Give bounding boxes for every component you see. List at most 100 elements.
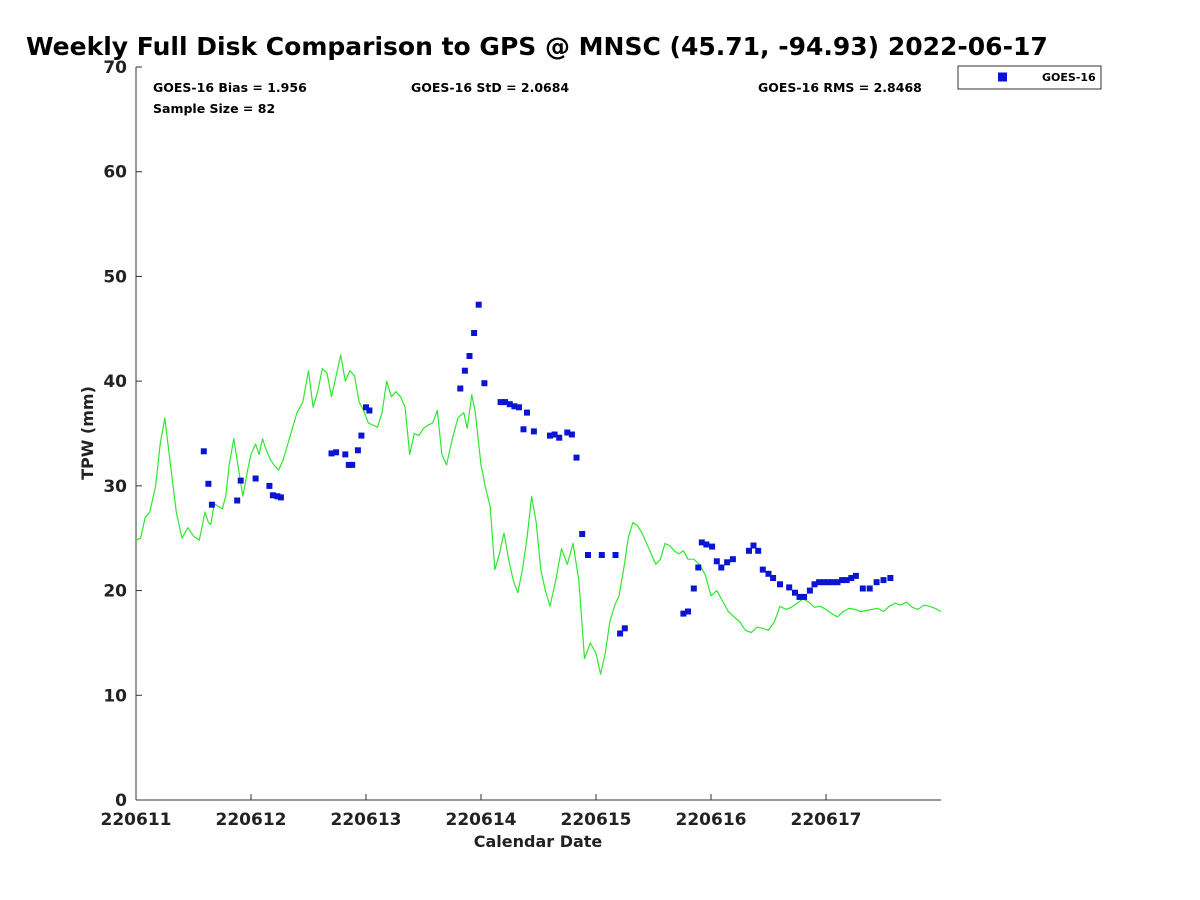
goes-16-point (366, 407, 373, 414)
y-tick-label: 20 (103, 582, 127, 602)
goes-16-point (269, 492, 276, 499)
plot-frame (136, 67, 941, 800)
goes-16-point (770, 575, 777, 581)
goes-16-point (461, 367, 468, 374)
goes-16-point (551, 431, 558, 438)
goes-16-point (834, 579, 841, 586)
goes-16-point (598, 552, 605, 558)
x-axis-ticks: 220611 220612 220613 220614 220615 220616 2206… (101, 794, 862, 830)
goes-16-point (516, 404, 522, 411)
goes-16-point (511, 403, 518, 410)
x-tick-label: 220616 (676, 810, 747, 830)
goes-16-point (685, 608, 691, 615)
goes-16-point (718, 564, 725, 571)
goes-16-point (703, 541, 710, 548)
goes-16-point (349, 461, 356, 468)
goes-16-point (471, 330, 478, 336)
x-tick-label: 220614 (446, 810, 517, 830)
goes-16-point (457, 385, 464, 392)
goes-16-point (612, 552, 619, 558)
goes-16-point (585, 552, 591, 558)
goes-16-point (573, 454, 580, 461)
x-tick-label: 220611 (101, 810, 172, 830)
goes-16-point (839, 577, 846, 584)
goes-16-point (792, 589, 798, 596)
goes-16-point (481, 380, 488, 387)
y-tick-label: 70 (103, 58, 127, 78)
goes-16-point (274, 493, 281, 500)
goes-16-point (252, 475, 259, 482)
goes-16-point (746, 547, 752, 554)
y-axis-label: TPW (mm) (78, 386, 97, 480)
goes-16-point (502, 399, 509, 406)
goes-16-series (200, 301, 894, 637)
goes-16-point (524, 409, 530, 416)
legend: GOES-16 (957, 65, 1102, 90)
goes-16-point (277, 494, 284, 501)
goes-16-point (820, 579, 827, 586)
goes-16-point (358, 432, 365, 439)
y-tick-label: 60 (103, 163, 127, 183)
goes-16-point (880, 577, 887, 584)
legend-marker-goes-16 (998, 72, 1007, 82)
goes-16-point (205, 480, 212, 487)
y-axis-ticks: 0 10 20 30 40 50 60 70 (103, 58, 142, 811)
goes-16-point (759, 566, 766, 573)
goes-16-point (680, 610, 687, 617)
goes-16-point (843, 577, 850, 584)
goes-16-point (695, 564, 702, 571)
goes-16-point (237, 477, 244, 484)
goes-16-point (873, 579, 880, 586)
legend-label-goes-16: GOES-16 (1042, 71, 1096, 84)
y-tick-label: 0 (115, 791, 127, 811)
goes-16-point (724, 559, 731, 566)
goes-16-point (698, 539, 705, 546)
goes-16-point (530, 428, 537, 435)
goes-16-point (806, 587, 813, 594)
goes-16-point (556, 434, 563, 441)
goes-16-point (617, 630, 624, 637)
goes-16-point (328, 450, 335, 457)
goes-16-point (234, 497, 241, 504)
gps-series-line (135, 354, 942, 675)
y-tick-label: 50 (103, 267, 127, 287)
goes-16-point (713, 558, 720, 565)
goes-16-point (829, 579, 836, 586)
y-tick-label: 30 (103, 477, 127, 497)
goes-16-point (333, 449, 340, 456)
x-tick-label: 220613 (331, 810, 402, 830)
goes-16-point (579, 531, 586, 537)
goes-16-point (363, 404, 369, 411)
goes-16-point (520, 426, 527, 433)
y-tick-label: 10 (103, 686, 127, 706)
goes-16-point (475, 301, 482, 308)
legend-box (957, 65, 1102, 90)
goes-16-point (497, 399, 504, 406)
bias-stat: GOES-16 Bias = 1.956 (153, 80, 307, 95)
goes-16-point (208, 501, 215, 508)
goes-16-point (709, 543, 716, 550)
goes-16-point (796, 593, 803, 600)
x-tick-label: 220617 (791, 810, 862, 830)
goes-16-point (506, 401, 513, 408)
goes-16-point (750, 542, 757, 549)
goes-16-point (466, 353, 473, 359)
goes-16-point (547, 432, 553, 439)
gps-series (135, 354, 942, 675)
goes-16-point (825, 579, 832, 586)
goes-16-point (866, 585, 873, 592)
goes-16-point (342, 451, 349, 458)
std-stat: GOES-16 StD = 2.0684 (411, 80, 569, 95)
rms-stat: GOES-16 RMS = 2.8468 (758, 80, 922, 95)
goes-16-point (848, 575, 855, 581)
goes-16-point (852, 572, 859, 579)
goes-16-point (354, 447, 361, 454)
goes-16-point (887, 575, 894, 581)
goes-16-point (755, 547, 762, 554)
goes-16-point (729, 556, 736, 563)
goes-16-point (266, 482, 273, 489)
goes-16-point (816, 579, 823, 586)
x-tick-label: 220615 (561, 810, 632, 830)
goes-16-point (859, 585, 866, 592)
